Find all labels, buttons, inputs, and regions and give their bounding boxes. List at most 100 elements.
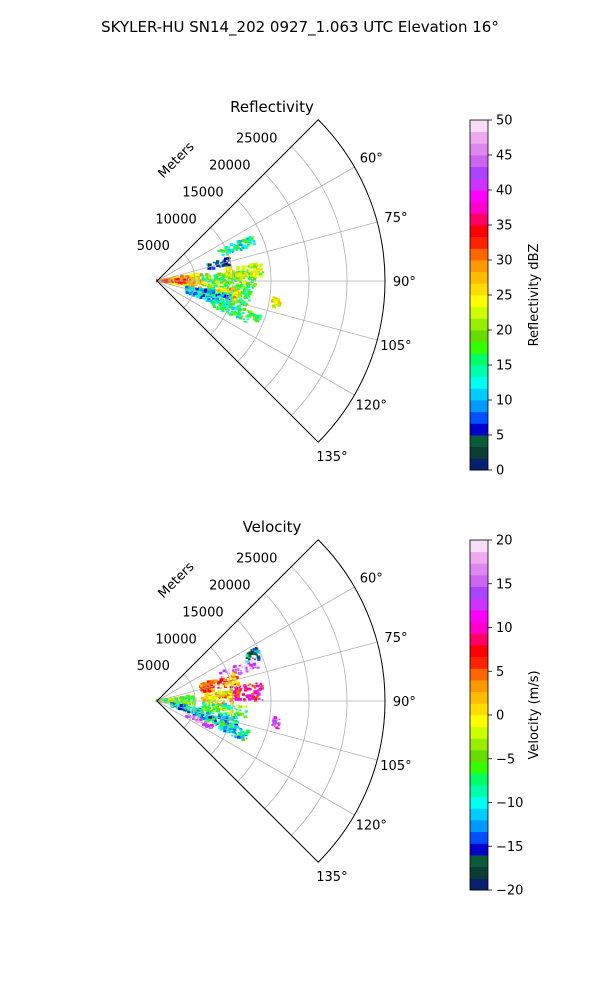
colorbar-tick-label: 0: [496, 709, 504, 724]
radial-tick-label: 25000: [236, 132, 277, 147]
colorbar-swatch: [470, 586, 488, 599]
colorbar-swatch: [470, 831, 488, 844]
azimuth-tick-label: 120°: [356, 819, 387, 834]
colorbar: 0 5 10 15 20 25 30 35 40 45 50 Reflectivity dBZ: [469, 114, 542, 479]
azimuth-tick-label: 120°: [356, 399, 387, 414]
colorbar-tick-label: 30: [496, 254, 513, 269]
colorbar-swatch: [470, 201, 488, 214]
panel-title: Reflectivity: [230, 98, 314, 116]
echo-region-3: [223, 262, 265, 280]
colorbar-swatch: [470, 726, 488, 739]
radial-tick-label: 15000: [182, 605, 223, 620]
panel-title: Velocity: [243, 518, 302, 536]
colorbar-swatch: [470, 318, 488, 331]
colorbar-swatch: [470, 283, 488, 296]
echo-region-9: [245, 647, 261, 663]
radial-tick-label: 25000: [236, 552, 277, 567]
echo-field: [155, 647, 281, 742]
colorbar-swatch: [470, 388, 488, 401]
echo-region-6: [184, 285, 233, 309]
colorbar-swatch: [470, 225, 488, 238]
colorbar-swatch: [470, 540, 488, 553]
colorbar-swatch: [470, 271, 488, 284]
azimuth-tick-label: 135°: [316, 870, 347, 885]
azimuth-tick-label: 105°: [380, 339, 411, 354]
colorbar-label: Reflectivity dBZ: [527, 244, 542, 347]
azimuth-spoke: [156, 166, 355, 282]
colorbar-swatch: [470, 680, 488, 693]
colorbar-swatch: [470, 306, 488, 319]
colorbar-swatch: [470, 458, 488, 471]
echo-region-7: [211, 299, 251, 323]
colorbar-swatch: [470, 738, 488, 751]
echo-region-3: [232, 682, 264, 702]
colorbar-swatch: [470, 668, 488, 681]
colorbar-tick-label: −10: [496, 796, 523, 811]
colorbar-tick-label: 40: [496, 184, 513, 199]
radial-tick-label: 15000: [182, 185, 223, 200]
echo-region-8: [217, 235, 256, 257]
azimuth-spoke: [156, 280, 378, 341]
colorbar-tick-label: −5: [496, 752, 515, 767]
polar-grid: [156, 566, 385, 836]
colorbar-tick-label: 5: [496, 429, 504, 444]
echo-region-11: [248, 310, 262, 323]
colorbar-label: Velocity (m/s): [527, 670, 542, 759]
colorbar-swatch: [470, 213, 488, 226]
radial-tick-label: 20000: [209, 579, 250, 594]
colorbar-swatch: [470, 633, 488, 646]
colorbar-swatch: [470, 131, 488, 144]
colorbar-swatch: [470, 330, 488, 343]
echo-region-4: [200, 702, 249, 719]
azimuth-tick-label: 60°: [360, 571, 383, 586]
echo-region-6: [218, 720, 251, 742]
colorbar-tick-label: 15: [496, 359, 513, 374]
colorbar-swatch: [470, 236, 488, 249]
colorbar-swatch: [470, 166, 488, 179]
colorbar-swatch: [470, 691, 488, 704]
azimuth-tick-label: 105°: [380, 759, 411, 774]
echo-region-8: [219, 657, 260, 680]
azimuth-spoke: [156, 221, 378, 282]
colorbar-swatch: [470, 551, 488, 564]
sector-outline: [156, 119, 386, 443]
echo-region-11: [271, 716, 281, 730]
colorbar-swatch: [470, 843, 488, 856]
colorbar-swatch: [470, 785, 488, 798]
colorbar-swatch: [470, 703, 488, 716]
echo-region-7: [183, 711, 214, 729]
colorbar-swatch: [470, 598, 488, 611]
colorbar-tick-label: 0: [496, 464, 504, 479]
echo-region-10: [199, 671, 240, 694]
figure-suptitle: SKYLER-HU SN14_202 0927_1.063 UTC Elevat…: [101, 18, 499, 37]
colorbar-swatch: [470, 178, 488, 191]
colorbar-swatch: [470, 143, 488, 156]
colorbar-swatch: [470, 621, 488, 634]
azimuth-spoke: [156, 280, 355, 396]
azimuth-tick-label: 75°: [384, 211, 407, 226]
colorbar-swatch: [470, 365, 488, 378]
colorbar-swatch: [470, 295, 488, 308]
colorbar-swatch: [470, 155, 488, 168]
colorbar-swatch: [470, 575, 488, 588]
colorbar-swatch: [470, 446, 488, 459]
colorbar-swatch: [470, 376, 488, 389]
azimuth-spoke: [156, 586, 355, 702]
panel-reflectivity: Reflectivity 5000 10000 15000 20000 25000 Mete…: [137, 98, 542, 479]
radial-axis-label: Meters: [156, 139, 198, 181]
radial-tick-label: 5000: [137, 659, 170, 674]
colorbar-tick-label: 10: [496, 394, 513, 409]
azimuth-tick-label: 60°: [360, 151, 383, 166]
colorbar-tick-label: 20: [496, 534, 513, 549]
colorbar-swatch: [470, 248, 488, 261]
azimuth-tick-label: 75°: [384, 631, 407, 646]
colorbar-swatch: [470, 400, 488, 413]
colorbar-swatch: [470, 190, 488, 203]
colorbar-swatch: [470, 820, 488, 833]
polar-grid: [156, 146, 385, 416]
colorbar-swatch: [470, 341, 488, 354]
colorbar-swatch: [470, 796, 488, 809]
radial-axis-label: Meters: [156, 559, 198, 601]
azimuth-tick-label: 90°: [393, 275, 416, 290]
colorbar-swatch: [470, 715, 488, 728]
